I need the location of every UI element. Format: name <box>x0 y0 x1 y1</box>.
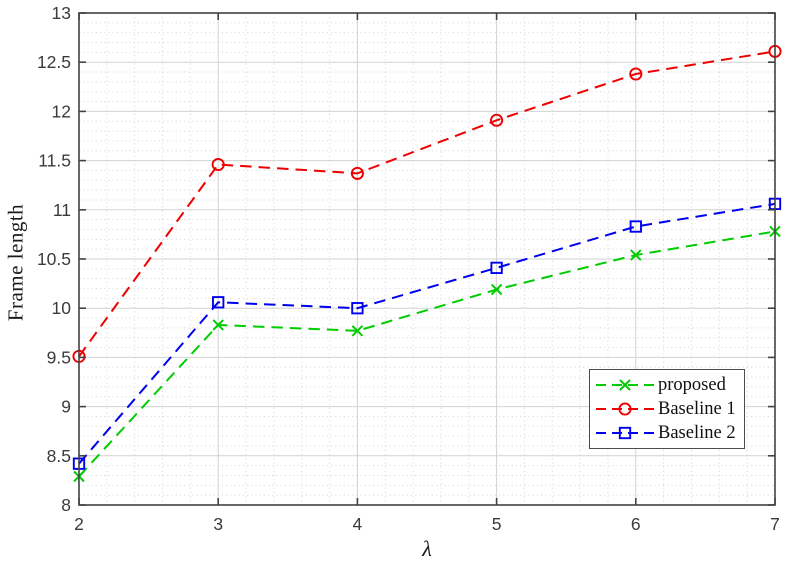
y-tick-label: 10.5 <box>37 249 71 269</box>
square-marker <box>351 302 364 315</box>
circle-marker <box>350 166 364 180</box>
x-marker <box>351 325 364 337</box>
series-line <box>78 50 776 358</box>
legend-label-baseline1: Baseline 1 <box>658 398 736 419</box>
y-tick-label: 12 <box>52 101 71 121</box>
legend: proposed Baseline 1 Baseline 2 <box>589 369 745 449</box>
y-axis-label: Frame length <box>3 203 28 322</box>
circle-marker <box>618 402 632 416</box>
circle-marker <box>211 157 225 172</box>
square-marker <box>212 296 225 309</box>
x-marker <box>490 283 503 296</box>
axes-box <box>78 12 776 506</box>
y-tick-label: 8 <box>61 495 71 515</box>
y-tick-label: 12.5 <box>37 52 71 72</box>
square-marker <box>490 261 503 275</box>
legend-row-proposed: proposed <box>594 373 738 397</box>
legend-label-proposed: proposed <box>658 374 726 395</box>
y-tick-label: 11.5 <box>38 151 71 171</box>
x-marker <box>619 379 631 391</box>
x-marker <box>212 319 224 331</box>
x-tick-label: 3 <box>213 514 223 534</box>
x-axis-label: λ <box>422 536 432 561</box>
x-tick-label: 2 <box>74 514 84 534</box>
x-marker <box>630 249 642 261</box>
circle-marker <box>629 67 643 81</box>
square-marker <box>629 220 642 233</box>
legend-label-baseline2: Baseline 2 <box>658 422 736 443</box>
baseline2-line-sample-icon <box>596 426 654 440</box>
x-tick-label: 4 <box>353 514 363 534</box>
y-tick-label: 9.5 <box>47 347 71 367</box>
square-marker <box>618 426 632 440</box>
series-baseline-1 <box>72 44 782 363</box>
circle-marker <box>490 113 504 127</box>
series-line <box>78 230 776 478</box>
y-tick-label: 8.5 <box>47 446 71 466</box>
tick-labels: 2 3 4 5 6 7 8 8.5 9 9.5 10 10.5 11 11.5 12 12.5 13 <box>37 3 780 534</box>
y-tick-label: 11 <box>53 200 71 220</box>
major-grid <box>79 13 775 505</box>
baseline1-line-sample-icon <box>596 402 654 416</box>
proposed-line-sample-icon <box>596 379 654 391</box>
y-tick-label: 13 <box>52 3 71 23</box>
series-line <box>78 202 776 465</box>
x-tick-label: 6 <box>631 514 641 534</box>
legend-row-baseline2: Baseline 2 <box>594 421 738 445</box>
y-tick-label: 10 <box>52 298 72 318</box>
y-tick-label: 9 <box>61 397 71 417</box>
x-tick-label: 5 <box>492 514 502 534</box>
legend-row-baseline1: Baseline 1 <box>594 397 738 421</box>
x-tick-label: 7 <box>770 514 780 534</box>
